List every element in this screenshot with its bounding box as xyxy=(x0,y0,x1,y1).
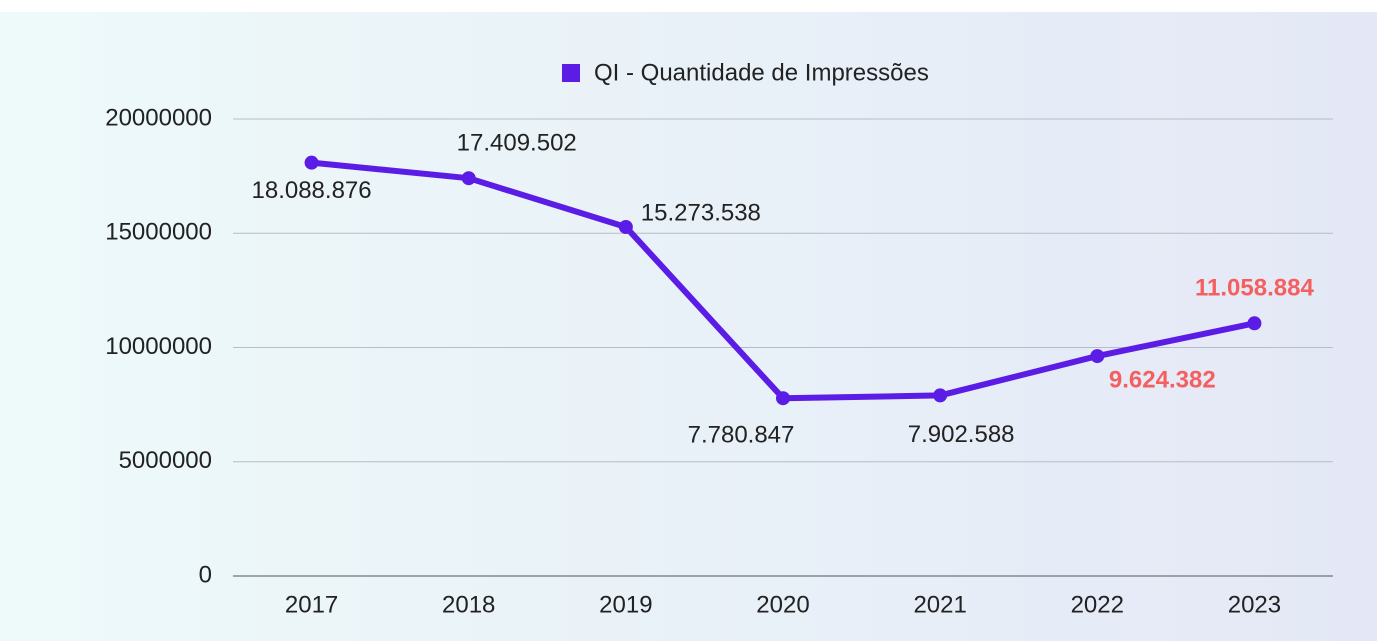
point xyxy=(1247,316,1262,331)
value-label: 7.780.847 xyxy=(688,422,795,449)
point xyxy=(461,171,476,186)
x-tick-label: 2023 xyxy=(1228,591,1281,618)
y-tick-label: 20000000 xyxy=(105,104,212,131)
x-tick-label: 2019 xyxy=(599,591,652,618)
point xyxy=(933,388,948,403)
point xyxy=(618,219,633,234)
y-tick-label: 10000000 xyxy=(105,333,212,360)
x-tick-label: 2018 xyxy=(442,591,495,618)
point xyxy=(776,391,790,406)
y-tick-label: 0 xyxy=(199,561,212,588)
value-label: 15.273.538 xyxy=(641,199,761,226)
x-tick-label: 2017 xyxy=(285,591,338,618)
value-label: 17.409.502 xyxy=(457,130,577,157)
background xyxy=(0,12,1377,641)
value-label: 9.624.382 xyxy=(1109,366,1216,393)
legend-swatch xyxy=(562,64,580,82)
value-label: 11.058.884 xyxy=(1195,275,1314,302)
x-tick-label: 2020 xyxy=(756,591,809,618)
value-label: 18.088.876 xyxy=(252,177,372,204)
point xyxy=(1090,349,1105,364)
x-tick-label: 2022 xyxy=(1071,591,1124,618)
point xyxy=(304,155,319,170)
value-label: 7.902.588 xyxy=(908,421,1015,448)
x-tick-label: 2021 xyxy=(913,591,966,618)
legend-label: QI - Quantidade de Impressões xyxy=(594,59,929,86)
y-tick-label: 15000000 xyxy=(105,219,212,246)
y-tick-label: 5000000 xyxy=(119,447,212,474)
